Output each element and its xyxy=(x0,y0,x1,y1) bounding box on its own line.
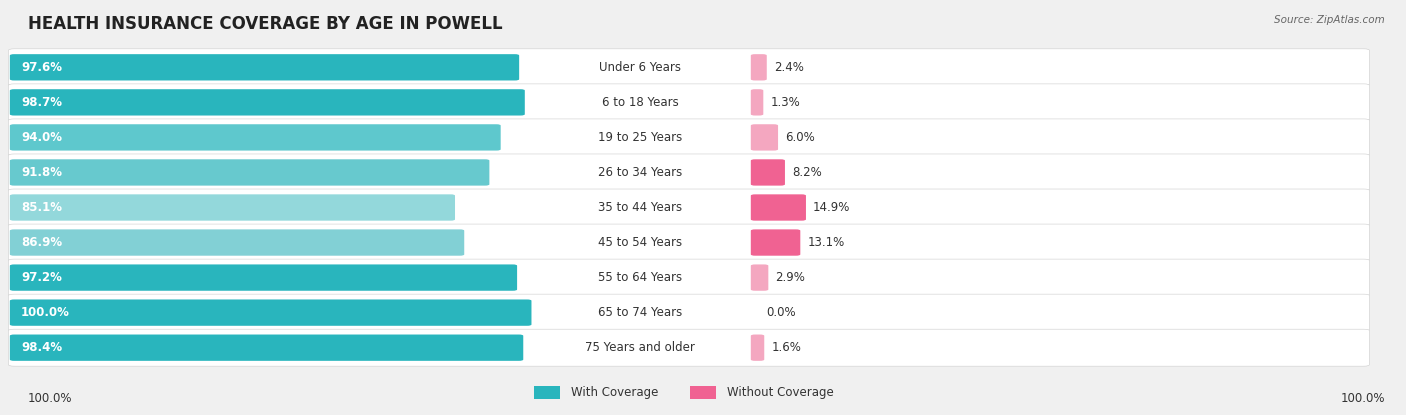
Text: Under 6 Years: Under 6 Years xyxy=(599,61,682,74)
Text: 6.0%: 6.0% xyxy=(785,131,815,144)
Text: 1.3%: 1.3% xyxy=(770,96,800,109)
Text: HEALTH INSURANCE COVERAGE BY AGE IN POWELL: HEALTH INSURANCE COVERAGE BY AGE IN POWE… xyxy=(28,15,503,32)
FancyBboxPatch shape xyxy=(10,159,489,186)
FancyBboxPatch shape xyxy=(10,194,456,221)
FancyBboxPatch shape xyxy=(8,84,1369,121)
FancyBboxPatch shape xyxy=(8,154,1369,191)
Text: 75 Years and older: 75 Years and older xyxy=(585,341,696,354)
FancyBboxPatch shape xyxy=(8,49,1369,86)
Text: 98.4%: 98.4% xyxy=(21,341,62,354)
FancyBboxPatch shape xyxy=(8,259,1369,296)
Text: 0.0%: 0.0% xyxy=(766,306,796,319)
FancyBboxPatch shape xyxy=(751,124,778,151)
Text: With Coverage: With Coverage xyxy=(571,386,658,399)
FancyBboxPatch shape xyxy=(10,124,501,151)
Text: 65 to 74 Years: 65 to 74 Years xyxy=(599,306,682,319)
Text: 35 to 44 Years: 35 to 44 Years xyxy=(599,201,682,214)
Text: 91.8%: 91.8% xyxy=(21,166,62,179)
Text: 45 to 54 Years: 45 to 54 Years xyxy=(599,236,682,249)
FancyBboxPatch shape xyxy=(8,119,1369,156)
FancyBboxPatch shape xyxy=(10,54,519,81)
FancyBboxPatch shape xyxy=(751,334,765,361)
Text: Source: ZipAtlas.com: Source: ZipAtlas.com xyxy=(1274,15,1385,24)
FancyBboxPatch shape xyxy=(8,329,1369,366)
FancyBboxPatch shape xyxy=(8,224,1369,261)
Text: 6 to 18 Years: 6 to 18 Years xyxy=(602,96,679,109)
Text: 97.6%: 97.6% xyxy=(21,61,62,74)
FancyBboxPatch shape xyxy=(10,229,464,256)
FancyBboxPatch shape xyxy=(534,386,560,399)
Text: 97.2%: 97.2% xyxy=(21,271,62,284)
Text: 86.9%: 86.9% xyxy=(21,236,62,249)
Text: Without Coverage: Without Coverage xyxy=(727,386,834,399)
FancyBboxPatch shape xyxy=(751,159,785,186)
FancyBboxPatch shape xyxy=(751,89,763,115)
FancyBboxPatch shape xyxy=(751,194,806,221)
Text: 100.0%: 100.0% xyxy=(21,306,70,319)
Text: 2.4%: 2.4% xyxy=(773,61,804,74)
Text: 55 to 64 Years: 55 to 64 Years xyxy=(599,271,682,284)
Text: 94.0%: 94.0% xyxy=(21,131,62,144)
Text: 100.0%: 100.0% xyxy=(28,392,73,405)
Text: 2.9%: 2.9% xyxy=(775,271,806,284)
FancyBboxPatch shape xyxy=(10,89,524,115)
FancyBboxPatch shape xyxy=(10,334,523,361)
FancyBboxPatch shape xyxy=(10,264,517,291)
Text: 1.6%: 1.6% xyxy=(772,341,801,354)
FancyBboxPatch shape xyxy=(10,300,531,326)
Text: 98.7%: 98.7% xyxy=(21,96,62,109)
Text: 13.1%: 13.1% xyxy=(807,236,845,249)
FancyBboxPatch shape xyxy=(751,54,766,81)
FancyBboxPatch shape xyxy=(8,189,1369,226)
Text: 19 to 25 Years: 19 to 25 Years xyxy=(599,131,682,144)
FancyBboxPatch shape xyxy=(8,294,1369,331)
Text: 26 to 34 Years: 26 to 34 Years xyxy=(599,166,682,179)
FancyBboxPatch shape xyxy=(751,264,768,291)
Text: 85.1%: 85.1% xyxy=(21,201,62,214)
FancyBboxPatch shape xyxy=(751,229,800,256)
Text: 100.0%: 100.0% xyxy=(1340,392,1385,405)
Text: 8.2%: 8.2% xyxy=(792,166,821,179)
FancyBboxPatch shape xyxy=(690,386,716,399)
Text: 14.9%: 14.9% xyxy=(813,201,851,214)
